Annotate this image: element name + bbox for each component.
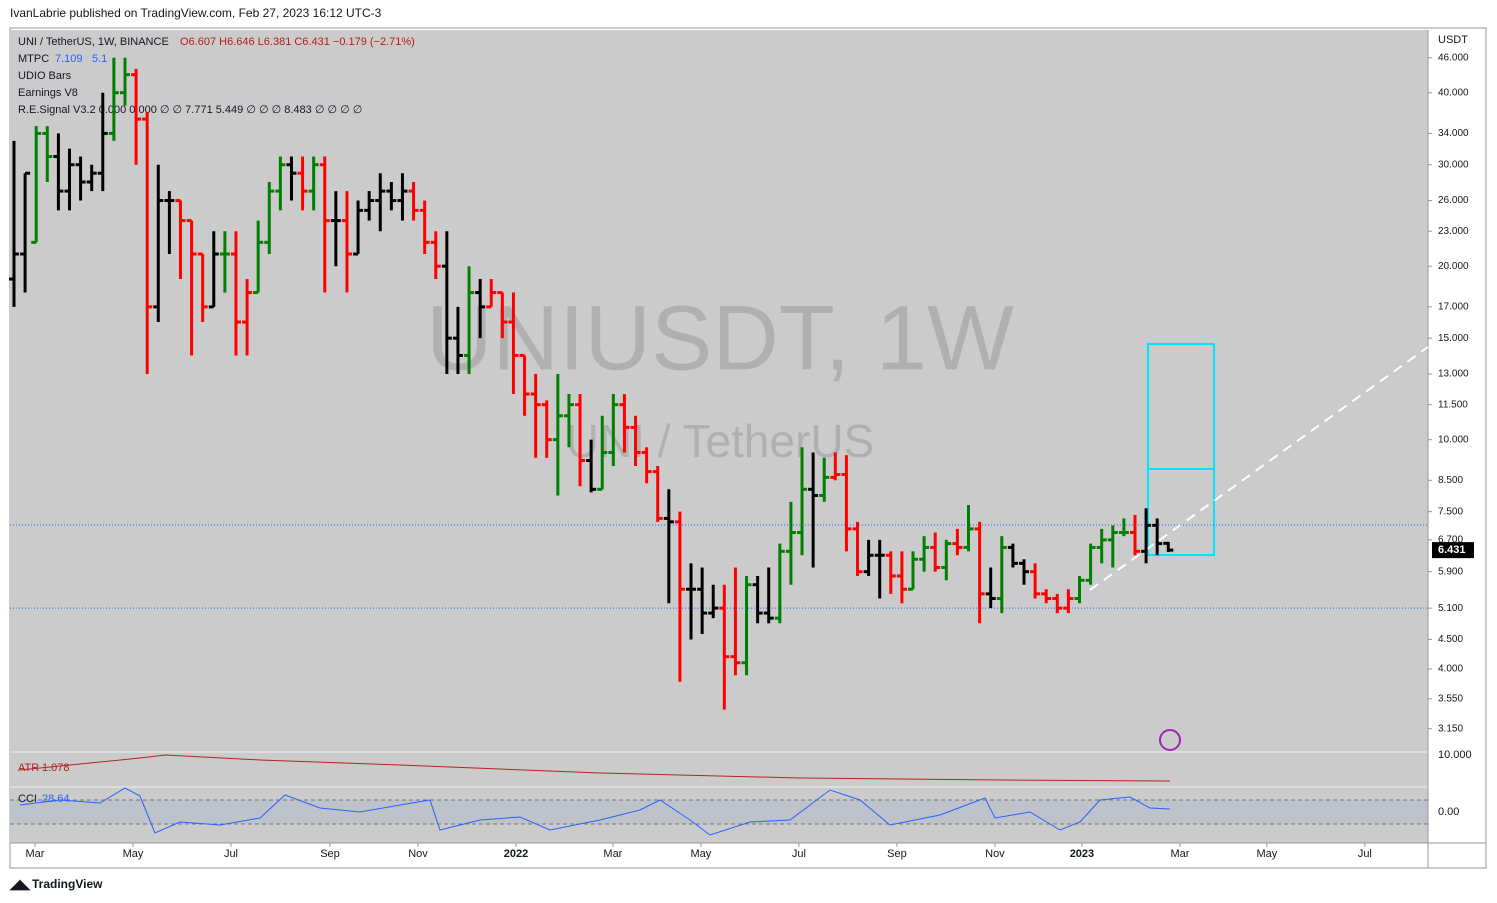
x-tick-label: Mar [603, 848, 622, 860]
x-tick-label: Sep [887, 848, 907, 860]
atr-line [19, 754, 1171, 782]
legend-earnings: Earnings V8 [18, 87, 78, 99]
x-tick-label: 2022 [504, 848, 528, 860]
atr-value: 1.078 [42, 762, 70, 774]
target-box [1147, 343, 1215, 556]
y-tick-label: 7.500 [1438, 506, 1463, 517]
y-tick-label: 8.500 [1438, 475, 1463, 486]
y-tick-label: 6.700 [1438, 534, 1463, 545]
legend-mtpc-value: 5.1 [92, 53, 107, 65]
cci-label: CCI [18, 793, 37, 805]
x-tick-label: 2023 [1070, 848, 1094, 860]
legend-udio: UDIO Bars [18, 70, 72, 82]
y-tick-label: 15.000 [1438, 333, 1469, 344]
y-tick-label: 5.900 [1438, 566, 1463, 577]
y-tick-label: 11.500 [1438, 399, 1468, 410]
y-tick-label: 26.000 [1438, 195, 1469, 206]
last-price-label: 6.431 [1438, 544, 1466, 556]
x-tick-label: May [1256, 848, 1277, 860]
y-tick-label: 5.100 [1438, 603, 1463, 614]
y-tick-label: 46.000 [1438, 52, 1469, 63]
y-tick-label: 4.000 [1438, 664, 1463, 675]
x-tick-label: Nov [985, 848, 1005, 860]
y-tick-label: 40.000 [1438, 87, 1469, 98]
y-tick-label: 23.000 [1438, 226, 1469, 237]
y-tick-label: 3.550 [1438, 693, 1463, 704]
y-tick-label: 3.150 [1438, 723, 1463, 734]
x-tick-label: Nov [408, 848, 428, 860]
legend-mtpc: MTPC [18, 53, 49, 65]
cci-tick: 0.00 [1438, 806, 1459, 818]
x-tick-label: Jul [224, 848, 238, 860]
y-tick-label: 13.000 [1438, 369, 1469, 380]
x-tick-label: Mar [1170, 848, 1189, 860]
atr-label: ATR [18, 762, 39, 774]
legend-ohlc: O6.607 H6.646 L6.381 C6.431 −0.179 (−2.7… [180, 36, 415, 48]
publisher: IvanLabrie published on TradingView.com,… [10, 6, 382, 20]
footer-logo: ◢◣ [9, 876, 31, 891]
cci-band [10, 800, 1428, 824]
footer: TradingView [32, 877, 103, 891]
atr-tick: 10.000 [1438, 749, 1472, 761]
cci-value: 28.64 [42, 793, 70, 805]
legend-mtpc-value: 7.109 [55, 53, 83, 65]
x-tick-label: Sep [320, 848, 340, 860]
legend: UNI / TetherUS, 1W, BINANCE O6.607 H6.64… [18, 36, 415, 116]
legend-signal: R.E.Signal V3.2 0.000 0.000 ∅ ∅ 7.771 5.… [18, 104, 362, 116]
x-tick-label: Mar [25, 848, 44, 860]
y-tick-label: 34.000 [1438, 128, 1469, 139]
cci-line [19, 787, 1171, 836]
y-tick-label: 30.000 [1438, 159, 1469, 170]
chart-pane [10, 30, 1428, 843]
y-tick-label: 4.500 [1438, 634, 1463, 645]
y-tick-label: 20.000 [1438, 261, 1469, 272]
y-axis-unit: USDT [1438, 34, 1468, 46]
x-tick-label: Jul [792, 848, 806, 860]
x-tick-label: May [691, 848, 712, 860]
alert-icon[interactable] [1159, 729, 1181, 751]
x-tick-label: Jul [1358, 848, 1372, 860]
y-tick-label: 17.000 [1438, 302, 1469, 313]
legend-symbol: UNI / TetherUS, 1W, BINANCE [18, 36, 169, 48]
x-tick-label: May [123, 848, 144, 860]
y-tick-label: 10.000 [1438, 434, 1469, 445]
last-price-box [1432, 542, 1474, 559]
